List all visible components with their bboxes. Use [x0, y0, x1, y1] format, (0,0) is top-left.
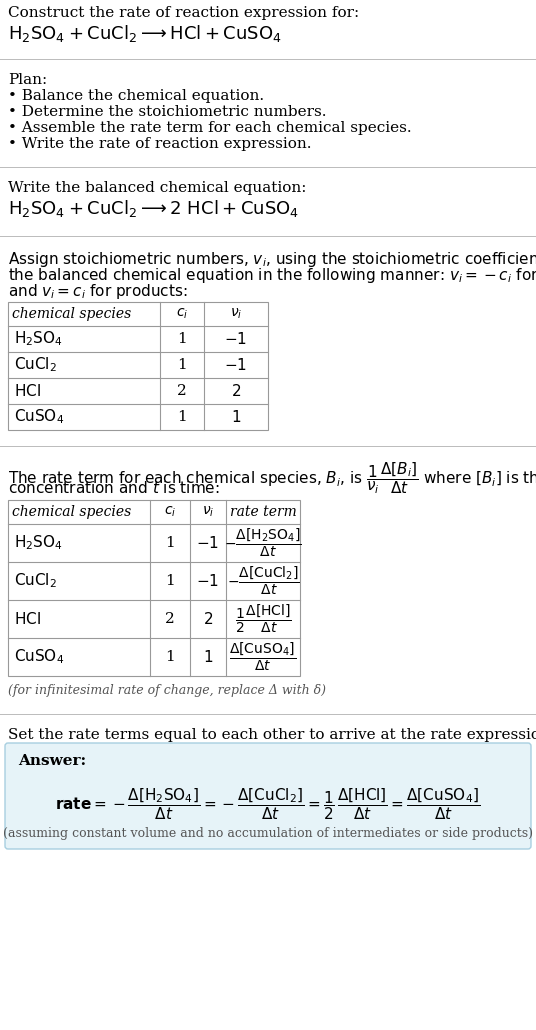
Text: $1$: $1$: [231, 409, 241, 425]
Text: $2$: $2$: [203, 611, 213, 627]
Text: $\mathrm{CuCl_2}$: $\mathrm{CuCl_2}$: [14, 355, 57, 374]
Text: $-1$: $-1$: [197, 573, 220, 589]
Text: rate term: rate term: [229, 505, 296, 519]
Text: The rate term for each chemical species, $B_i$, is $\dfrac{1}{\nu_i}\dfrac{\Delt: The rate term for each chemical species,…: [8, 460, 536, 495]
Text: $\mathrm{H_2SO_4 + CuCl_2 \longrightarrow 2\ HCl + CuSO_4}$: $\mathrm{H_2SO_4 + CuCl_2 \longrightarro…: [8, 198, 299, 219]
Text: the balanced chemical equation in the following manner: $v_i = -c_i$ for reactan: the balanced chemical equation in the fo…: [8, 266, 536, 285]
Text: • Assemble the rate term for each chemical species.: • Assemble the rate term for each chemic…: [8, 121, 412, 135]
Text: Answer:: Answer:: [18, 754, 86, 768]
Text: $\dfrac{1}{2}\dfrac{\Delta[\mathrm{HCl}]}{\Delta t}$: $\dfrac{1}{2}\dfrac{\Delta[\mathrm{HCl}]…: [235, 603, 292, 636]
Text: $-1$: $-1$: [225, 331, 248, 347]
Text: • Write the rate of reaction expression.: • Write the rate of reaction expression.: [8, 137, 311, 151]
FancyBboxPatch shape: [5, 743, 531, 849]
Text: $2$: $2$: [231, 383, 241, 399]
Text: $-\dfrac{\Delta[\mathrm{CuCl_2}]}{\Delta t}$: $-\dfrac{\Delta[\mathrm{CuCl_2}]}{\Delta…: [227, 564, 299, 597]
Text: $\nu_i$: $\nu_i$: [202, 505, 214, 519]
Text: Construct the rate of reaction expression for:: Construct the rate of reaction expressio…: [8, 6, 359, 20]
Text: (for infinitesimal rate of change, replace Δ with δ): (for infinitesimal rate of change, repla…: [8, 684, 326, 697]
Text: $\mathrm{H_2SO_4}$: $\mathrm{H_2SO_4}$: [14, 534, 63, 552]
Text: $c_i$: $c_i$: [176, 307, 188, 321]
Text: $\dfrac{\Delta[\mathrm{CuSO_4}]}{\Delta t}$: $\dfrac{\Delta[\mathrm{CuSO_4}]}{\Delta …: [229, 641, 296, 674]
Text: Write the balanced chemical equation:: Write the balanced chemical equation:: [8, 181, 307, 195]
Text: 1: 1: [177, 332, 187, 346]
Text: • Determine the stoichiometric numbers.: • Determine the stoichiometric numbers.: [8, 105, 326, 119]
Text: $\mathrm{CuSO_4}$: $\mathrm{CuSO_4}$: [14, 648, 64, 666]
Bar: [8, 500, 300, 676]
Text: $\mathrm{CuCl_2}$: $\mathrm{CuCl_2}$: [14, 572, 57, 590]
Text: $-1$: $-1$: [225, 357, 248, 373]
Text: 2: 2: [177, 384, 187, 398]
Text: $\mathrm{HCl}$: $\mathrm{HCl}$: [14, 383, 41, 399]
Text: (assuming constant volume and no accumulation of intermediates or side products): (assuming constant volume and no accumul…: [3, 827, 533, 840]
Bar: [8, 302, 268, 430]
Text: $-1$: $-1$: [197, 535, 220, 551]
Text: $\mathrm{CuSO_4}$: $\mathrm{CuSO_4}$: [14, 408, 64, 426]
Text: $\mathrm{HCl}$: $\mathrm{HCl}$: [14, 611, 41, 627]
Text: Assign stoichiometric numbers, $\mathit{v_i}$, using the stoichiometric coeffici: Assign stoichiometric numbers, $\mathit{…: [8, 250, 536, 269]
Text: $c_i$: $c_i$: [164, 505, 176, 519]
Text: 1: 1: [165, 650, 175, 664]
Text: 1: 1: [165, 574, 175, 588]
Text: $\mathbf{rate} = -\dfrac{\Delta[\mathrm{H_2SO_4}]}{\Delta t} = -\dfrac{\Delta[\m: $\mathbf{rate} = -\dfrac{\Delta[\mathrm{…: [55, 786, 481, 822]
Text: $\mathrm{H_2SO_4}$: $\mathrm{H_2SO_4}$: [14, 330, 63, 348]
Text: and $v_i = c_i$ for products:: and $v_i = c_i$ for products:: [8, 282, 188, 301]
Text: 1: 1: [177, 358, 187, 372]
Text: Plan:: Plan:: [8, 73, 47, 87]
Text: 2: 2: [165, 612, 175, 626]
Text: concentration and $t$ is time:: concentration and $t$ is time:: [8, 480, 220, 496]
Text: chemical species: chemical species: [12, 307, 131, 321]
Text: $1$: $1$: [203, 649, 213, 665]
Text: • Balance the chemical equation.: • Balance the chemical equation.: [8, 89, 264, 103]
Text: $\mathrm{H_2SO_4 + CuCl_2 \longrightarrow HCl + CuSO_4}$: $\mathrm{H_2SO_4 + CuCl_2 \longrightarro…: [8, 23, 282, 44]
Text: $-\dfrac{\Delta[\mathrm{H_2SO_4}]}{\Delta t}$: $-\dfrac{\Delta[\mathrm{H_2SO_4}]}{\Delt…: [224, 526, 302, 559]
Text: 1: 1: [177, 410, 187, 424]
Text: Set the rate terms equal to each other to arrive at the rate expression:: Set the rate terms equal to each other t…: [8, 728, 536, 742]
Text: 1: 1: [165, 536, 175, 550]
Text: chemical species: chemical species: [12, 505, 131, 519]
Text: $\nu_i$: $\nu_i$: [230, 307, 242, 321]
